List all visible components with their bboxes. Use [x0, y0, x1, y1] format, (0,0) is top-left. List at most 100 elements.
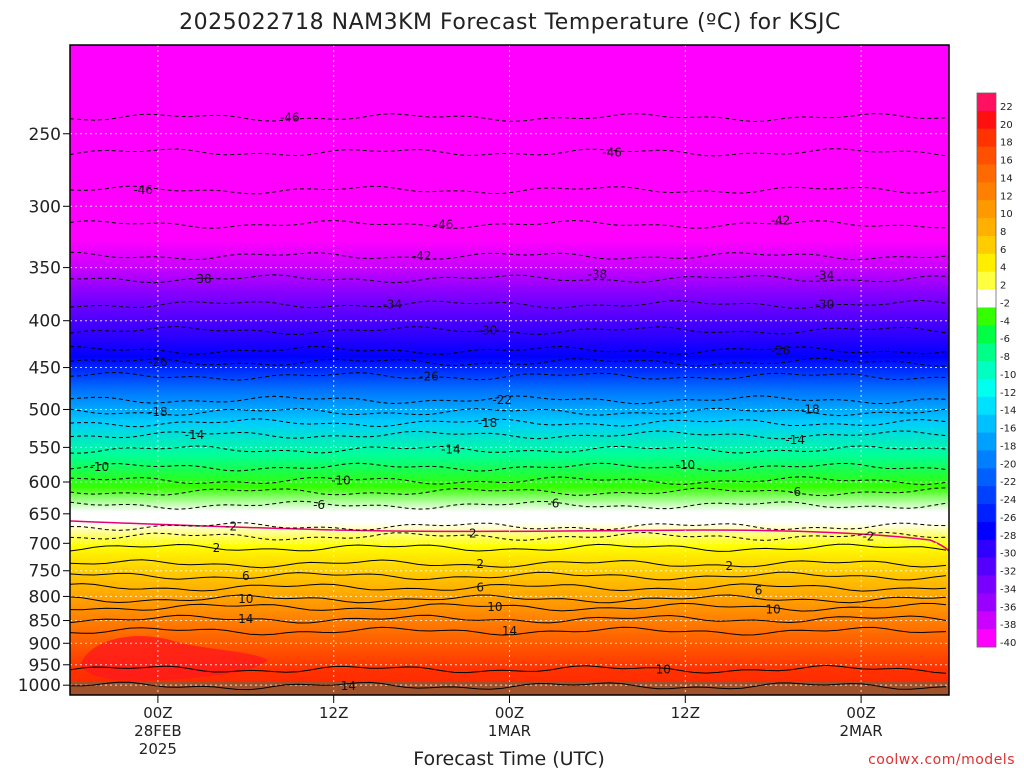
contour-label: -42: [412, 249, 432, 263]
y-tick-label: 600: [29, 473, 61, 493]
surface-ground: [70, 681, 949, 695]
colorbar-label: -28: [1000, 531, 1016, 542]
contour-label: -10: [675, 458, 695, 472]
contour-label: -34: [382, 297, 402, 311]
colorbar-label: 2: [1000, 281, 1006, 292]
contour-label: 2: [469, 527, 477, 541]
contour-label: 2: [725, 559, 733, 573]
contour-label: -6: [789, 485, 801, 499]
contour-label: -38: [588, 267, 608, 281]
y-tick-label: 850: [29, 612, 61, 632]
colorbar-swatch: [977, 629, 996, 648]
isotherm-lines: [69, 113, 947, 691]
colorbar-label: -30: [1000, 549, 1016, 560]
colorbar-label: -2: [1000, 298, 1010, 309]
chart-title: 2025022718 NAM3KM Forecast Temperature (…: [179, 10, 841, 35]
x-tick-label: 28FEB: [134, 722, 181, 740]
y-axis: 2503003504004505005506006507007508008509…: [18, 125, 70, 696]
contour-label: -10: [331, 474, 351, 488]
contour-label: -46: [280, 111, 300, 125]
x-tick-label: 12Z: [671, 704, 700, 722]
contour-label: 10: [656, 662, 671, 676]
colorbar-label: -16: [1000, 424, 1016, 435]
y-tick-label: 800: [29, 587, 61, 607]
y-tick-label: 350: [29, 259, 61, 279]
colorbar-label: -4: [1000, 316, 1010, 327]
colorbar-label: -10: [1000, 370, 1016, 381]
colorbar-label: -20: [1000, 459, 1016, 470]
x-tick-label: 12Z: [319, 704, 348, 722]
colorbar-swatch: [977, 575, 996, 594]
y-tick-label: 650: [29, 505, 61, 525]
grid-lines: [70, 45, 949, 695]
contour-label: 6: [476, 580, 484, 594]
contour-label: -10: [89, 460, 109, 474]
colorbar-swatch: [977, 253, 996, 273]
colorbar-swatch: [977, 182, 996, 201]
colorbar-swatch: [977, 521, 996, 541]
contour-label: -26: [419, 369, 439, 383]
contour-label: -26: [771, 343, 791, 357]
colorbar-label: -24: [1000, 495, 1016, 506]
colorbar-label: 12: [1000, 191, 1013, 202]
contour-label: -6: [313, 498, 325, 512]
credit-text: coolwx.com/models: [868, 752, 1015, 768]
x-tick-label: 00Z: [846, 704, 875, 722]
colorbar-label: 20: [1000, 120, 1013, 131]
contour-label: -6: [547, 496, 559, 510]
y-tick-label: 950: [29, 656, 61, 676]
x-tick-label: 2MAR: [840, 722, 883, 740]
colorbar-swatch: [977, 432, 996, 451]
isotherm-line: [69, 602, 947, 612]
colorbar-swatch: [977, 200, 996, 219]
colorbar-label: 22: [1000, 102, 1013, 113]
colorbar-label: -18: [1000, 441, 1016, 452]
colorbar-swatch: [977, 414, 996, 433]
colorbar-swatch: [977, 557, 996, 576]
isotherm-line: [69, 594, 947, 604]
colorbar-label: 18: [1000, 138, 1013, 149]
contour-label: -14: [785, 433, 805, 447]
colorbar-label: 4: [1000, 263, 1006, 274]
isotherm-line: [69, 626, 947, 636]
contour-label: 10: [487, 600, 502, 614]
colorbar-label: -32: [1000, 567, 1016, 578]
y-tick-label: 750: [29, 562, 61, 582]
warm-core-blob: [80, 636, 268, 681]
contour-label: -38: [192, 272, 212, 286]
colorbar-swatch: [977, 325, 996, 344]
colorbar-swatch: [977, 218, 996, 237]
contour-label: 10: [766, 603, 781, 617]
colorbar-swatch: [977, 343, 996, 362]
isotherm-line: [69, 543, 947, 552]
contour-label: -42: [771, 214, 791, 228]
contour-label: -34: [815, 268, 835, 282]
contour-label: -14: [185, 428, 205, 442]
colorbar-label: 10: [1000, 209, 1013, 220]
colorbar-swatch: [977, 611, 996, 630]
colorbar-swatch: [977, 593, 996, 612]
isotherm-line: [69, 583, 947, 592]
y-tick-label: 700: [29, 534, 61, 554]
contour-label: -30: [478, 324, 498, 338]
y-tick-label: 400: [29, 312, 61, 332]
colorbar-swatch: [977, 396, 996, 416]
contour-label: -14: [441, 443, 461, 457]
colorbar-swatch: [977, 164, 996, 183]
x-axis-label: Forecast Time (UTC): [413, 748, 604, 768]
contour-label: 6: [242, 569, 250, 583]
contour-label: 2: [476, 557, 484, 571]
contour-label: -46: [434, 217, 454, 231]
colorbar-label: -40: [1000, 638, 1016, 649]
colorbar-swatch: [977, 450, 996, 469]
colorbar-swatch: [977, 468, 996, 487]
plot-area: -46-46-46-46 -42-42-38 -38-34-34-30-30-26-…: [69, 44, 950, 696]
colorbar-label: -12: [1000, 388, 1016, 399]
contour-label: 2: [213, 541, 221, 555]
colorbar-swatch: [977, 235, 996, 255]
contour-label: 6: [755, 583, 763, 597]
contour-labels: -46-46-46-46 -42-42-38 -38-34-34-30-30-26-…: [89, 111, 874, 693]
colorbar-label: 6: [1000, 245, 1006, 256]
y-tick-label: 500: [29, 400, 61, 420]
